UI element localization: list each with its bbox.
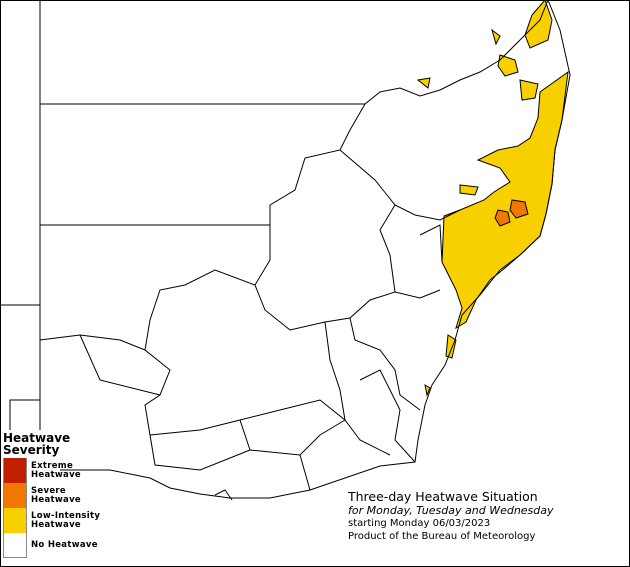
legend-item-extreme: Extreme Heatwave	[3, 458, 127, 483]
legend-item-severe: Severe Heatwave	[3, 483, 127, 508]
map-start-date: starting Monday 06/03/2023	[348, 518, 491, 529]
legend-swatch-extreme	[3, 458, 27, 483]
legend-item-none: No Heatwave	[3, 533, 127, 558]
legend-label: Extreme Heatwave	[31, 460, 81, 480]
legend-title: Heatwave Severity	[3, 431, 71, 457]
legend-label: No Heatwave	[31, 540, 98, 550]
legend-label: Severe Heatwave	[31, 485, 81, 505]
legend-label: Low-Intensity Heatwave	[31, 510, 101, 530]
map-days: for Monday, Tuesday and Wednesday	[348, 504, 554, 517]
legend-item-low-intensity: Low-Intensity Heatwave	[3, 508, 127, 533]
legend-swatch-severe	[3, 483, 27, 508]
legend-swatch-none	[3, 533, 27, 558]
severe-heatwave-area	[494, 199, 529, 227]
map-credit: Product of the Bureau of Meteorology	[348, 531, 536, 542]
legend-swatch-low-intensity	[3, 508, 27, 533]
low-intensity-heatwave-area	[416, 0, 569, 397]
map-title: Three-day Heatwave Situation	[348, 489, 538, 504]
boundaries	[0, 0, 571, 501]
legend: Heatwave Severity Extreme Heatwave Sever…	[3, 432, 127, 562]
map-info: Three-day Heatwave Situation for Monday,…	[348, 489, 554, 543]
